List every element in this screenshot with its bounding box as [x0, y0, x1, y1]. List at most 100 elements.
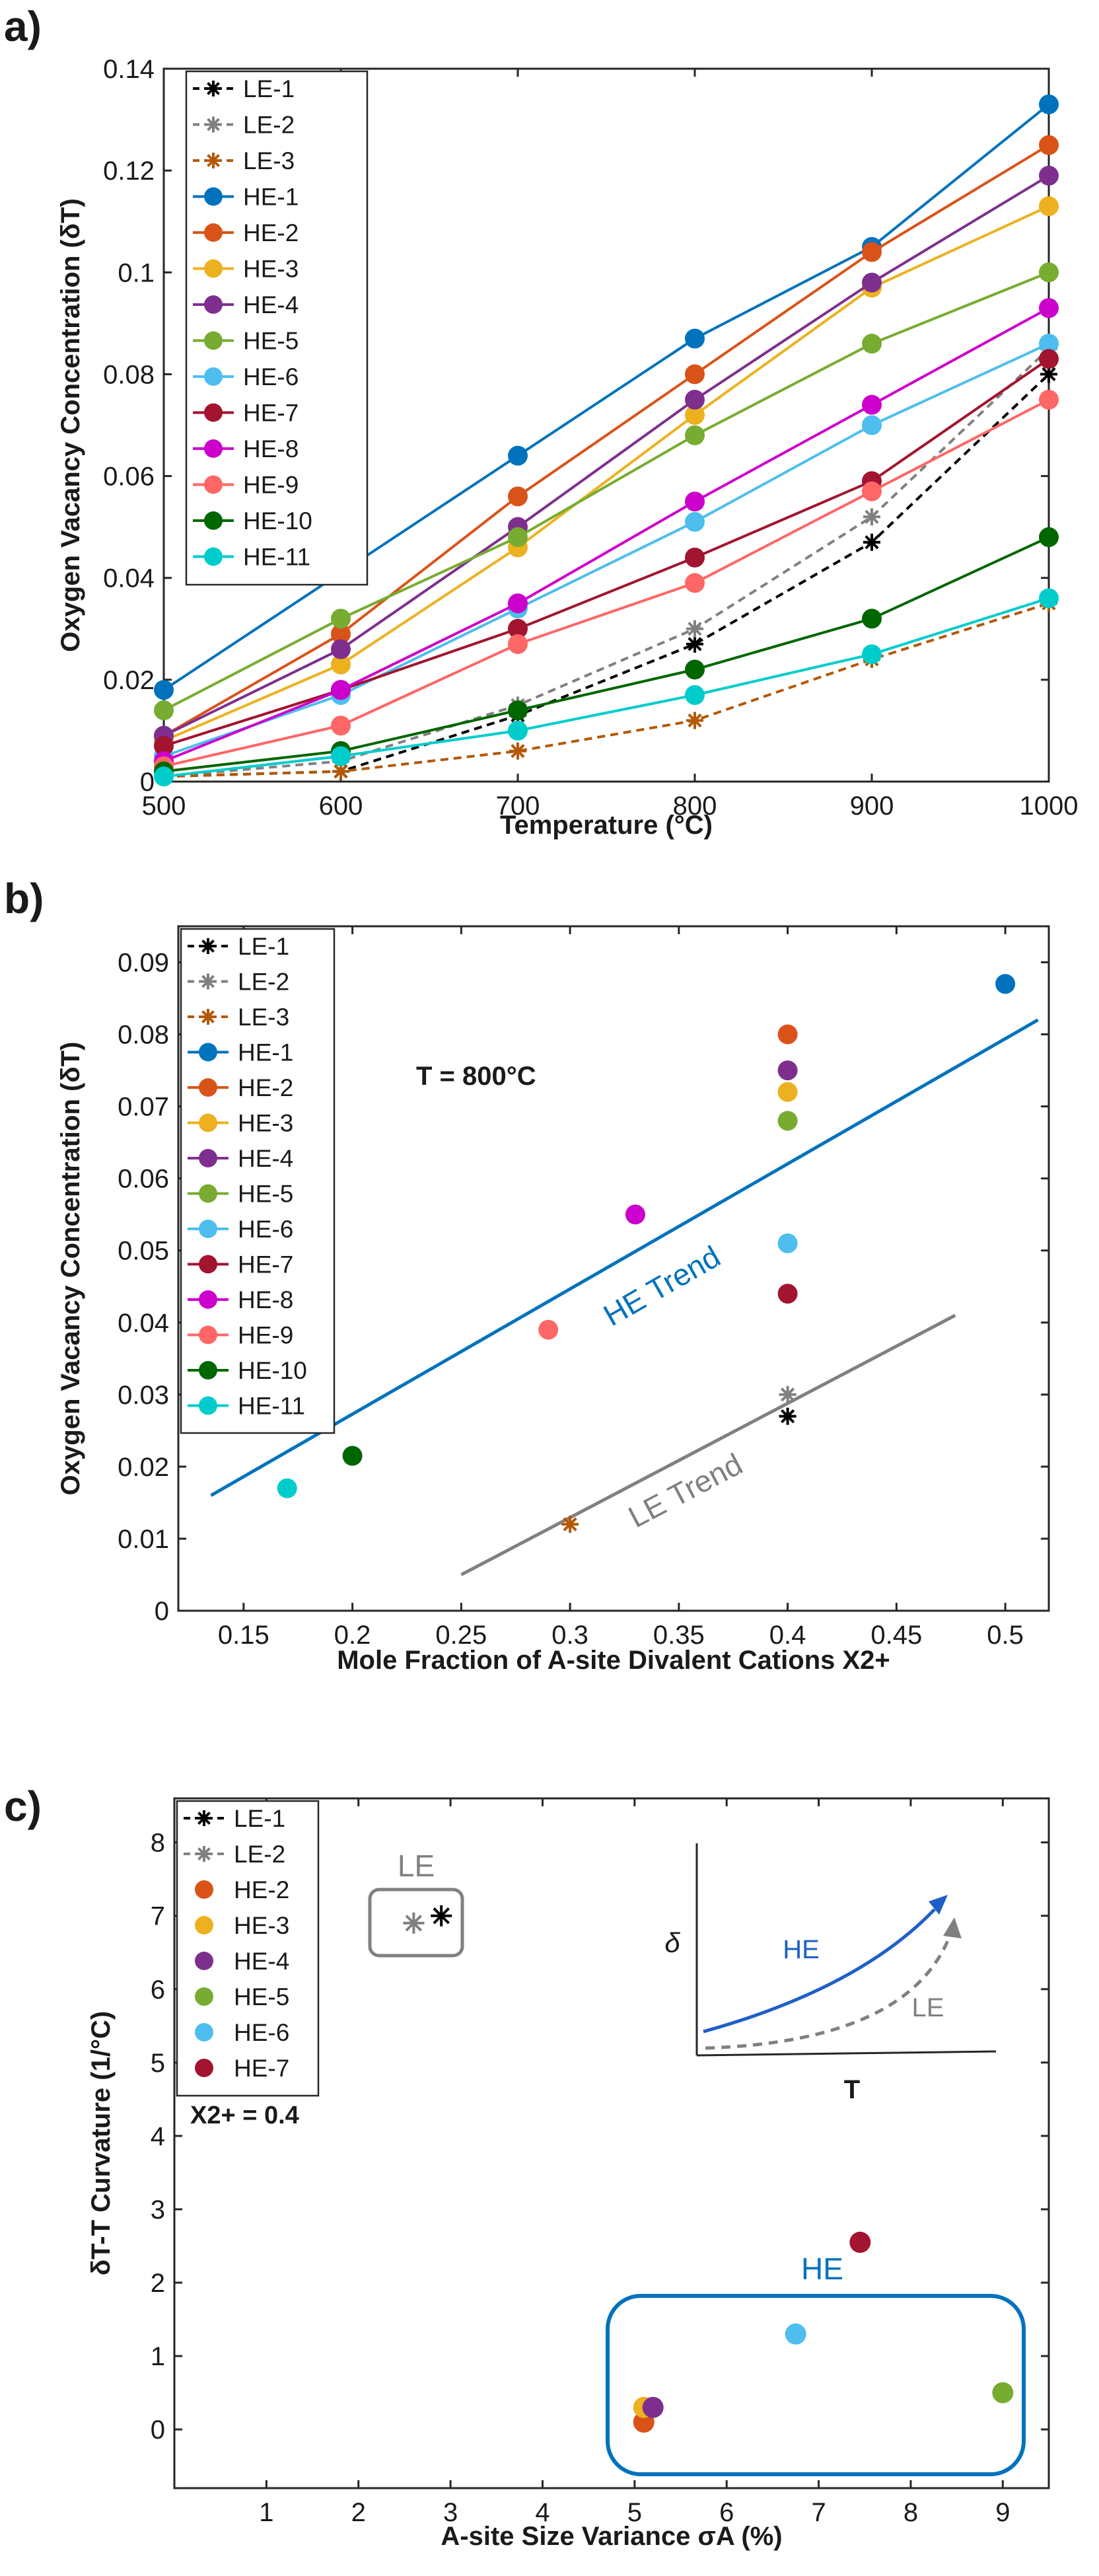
panel-a-point-HE-7	[685, 547, 705, 568]
panel-c-y-tick-label: 7	[151, 1902, 165, 1931]
panel-b-trend-label: HE Trend	[598, 1239, 726, 1333]
panel-c-y-tick-label: 2	[151, 2269, 165, 2298]
panel-a-point-LE-1	[686, 635, 703, 653]
panel-c-y-axis-label: δT-T Curvature (1/°C)	[87, 2011, 116, 2275]
panel-c-y-tick-label: 0	[151, 2415, 165, 2445]
panel-b-annotation: T = 800°C	[416, 1062, 536, 1091]
panel-a-y-tick-label: 0.04	[103, 564, 155, 593]
panel-a-point-HE-11	[508, 720, 528, 741]
panel-a-legend-marker	[205, 116, 221, 133]
panel-c-legend-marker	[195, 1880, 213, 1899]
panel-a-series-line-HE-2	[163, 143, 1050, 737]
panel-c-x-tick-label: 4	[535, 2498, 550, 2527]
panel-a-series-line-HE-1	[162, 103, 1050, 691]
panel-c-axes-box	[173, 1797, 1050, 2489]
panel-b-point-LE-2	[779, 1385, 797, 1403]
panel-c-legend-marker	[195, 2023, 213, 2042]
panel-a-point-LE-1	[1040, 365, 1057, 383]
panel-b-legend-marker	[199, 1396, 217, 1415]
panel-a-point-HE-7	[1039, 349, 1059, 369]
panel-c-inset-le-label: LE	[912, 1993, 944, 2022]
panel-a-point-HE-8	[862, 394, 882, 415]
panel-c-le-group-box	[368, 1888, 464, 1958]
panel-a-x-tick-label: 800	[673, 791, 717, 821]
panel-a-legend-label: HE-9	[243, 472, 299, 499]
panel-a-label: a)	[4, 3, 42, 50]
panel-b-legend-marker	[199, 1043, 217, 1062]
panel-b-label: b)	[4, 875, 44, 922]
panel-a-y-tick-label: 0	[140, 768, 155, 797]
panel-a-legend-label: HE-5	[243, 328, 299, 355]
panel-a-legend-marker	[204, 331, 223, 350]
panel-c-inset-le-curve	[705, 1932, 953, 2050]
panel-c-point-HE-4	[642, 2396, 664, 2418]
panel-c-legend-marker	[195, 1952, 213, 1970]
panel-b-point-HE-3	[777, 1082, 798, 1102]
panel-a-legend-label: HE-8	[243, 435, 299, 462]
panel-a-legend-label: HE-10	[243, 507, 312, 534]
panel-a-legend-marker	[205, 153, 221, 168]
panel-b-legend-label: HE-10	[238, 1357, 307, 1384]
panel-a-x-tick-label: 900	[850, 791, 894, 821]
panel-c-legend-marker	[196, 1846, 212, 1862]
panel-a-legend-marker	[204, 547, 223, 566]
panel-a-point-HE-8	[508, 593, 528, 614]
panel-b-x-tick-label: 0.4	[769, 1621, 806, 1650]
panel-a-point-HE-1	[685, 328, 705, 349]
panel-a-legend-marker	[204, 223, 223, 242]
panel-c-legend-marker	[195, 2059, 213, 2077]
panel-a-point-HE-5	[508, 527, 528, 548]
panel-c-x-tick-label: 1	[259, 2498, 273, 2527]
panel-b-legend-label: HE-11	[238, 1393, 305, 1420]
panel-a-legend-label: LE-1	[243, 75, 295, 102]
panel-b-legend-marker	[200, 1009, 216, 1025]
panel-b-x-tick-label: 0.35	[653, 1621, 705, 1650]
panel-a-point-LE-2	[863, 508, 880, 526]
panel-b-point-HE-7	[777, 1284, 798, 1304]
panel-b-trend-label: LE Trend	[623, 1446, 748, 1534]
panel-c-legend-label: LE-1	[234, 1805, 285, 1832]
panel-b-y-tick-label: 0	[155, 1597, 169, 1626]
panel-c-legend-marker	[195, 1987, 213, 2006]
panel-a-axes-box	[162, 67, 1050, 783]
panel-a-point-HE-3	[331, 654, 351, 675]
panel-a-series-line-HE-7	[163, 357, 1050, 747]
panel-c-x-axis-label: A-site Size Variance σA (%)	[441, 2522, 782, 2551]
panel-a-x-tick-label: 1000	[1020, 791, 1079, 821]
panel-a-point-HE-5	[1039, 262, 1059, 283]
panel-a-series-line-HE-10	[163, 536, 1049, 773]
panel-c-y-tick-label: 8	[151, 1829, 165, 1858]
panel-b-point-HE-6	[777, 1233, 798, 1253]
panel-b-point-HE-1	[995, 974, 1016, 994]
panel-c-inset-he-arrow	[929, 1895, 948, 1915]
panel-b-point-LE-1	[779, 1407, 797, 1425]
panel-b-point-HE-2	[777, 1024, 798, 1045]
panel-a-point-HE-11	[331, 746, 351, 766]
panel-a-point-HE-4	[331, 639, 351, 659]
panel-c-legend-label: HE-5	[234, 1983, 289, 2010]
panel-c-inset-y-label: δ	[664, 1927, 680, 1958]
panel-c-y-tick-label: 1	[151, 2342, 165, 2371]
panel-a-point-HE-6	[862, 415, 882, 435]
panel-b-point-HE-10	[342, 1446, 363, 1466]
panel-b-legend-label: HE-2	[238, 1074, 293, 1101]
panel-a-y-tick-label: 0.08	[103, 360, 155, 389]
panel-a-legend-label: HE-1	[243, 184, 299, 211]
panel-b-legend-label: HE-4	[238, 1145, 293, 1172]
panel-b-x-tick-label: 0.5	[987, 1621, 1024, 1650]
panel-a-series-line-HE-3	[163, 205, 1049, 743]
panel-a-point-HE-4	[862, 272, 882, 293]
panel-c-legend-marker	[196, 1810, 212, 1826]
panel-c-legend-label: HE-7	[234, 2055, 289, 2082]
panel-a-y-tick-label: 0.02	[103, 666, 155, 695]
panel-a-point-HE-5	[862, 334, 882, 354]
panel-a-y-axis-label: Oxygen Vacancy Concentration (δT)	[56, 198, 85, 652]
panel-b-x-tick-label: 0.45	[870, 1621, 922, 1650]
panel-c-x-tick-label: 6	[719, 2498, 734, 2527]
panel-a-y-tick-label: 0.12	[103, 157, 155, 186]
panel-b-legend-marker	[200, 973, 216, 990]
panel-b-point-HE-11	[277, 1478, 297, 1498]
panel-b-y-tick-label: 0.02	[118, 1453, 169, 1482]
panel-c-inset-x-axis	[696, 2050, 997, 2057]
panel-a-point-HE-2	[508, 486, 528, 507]
